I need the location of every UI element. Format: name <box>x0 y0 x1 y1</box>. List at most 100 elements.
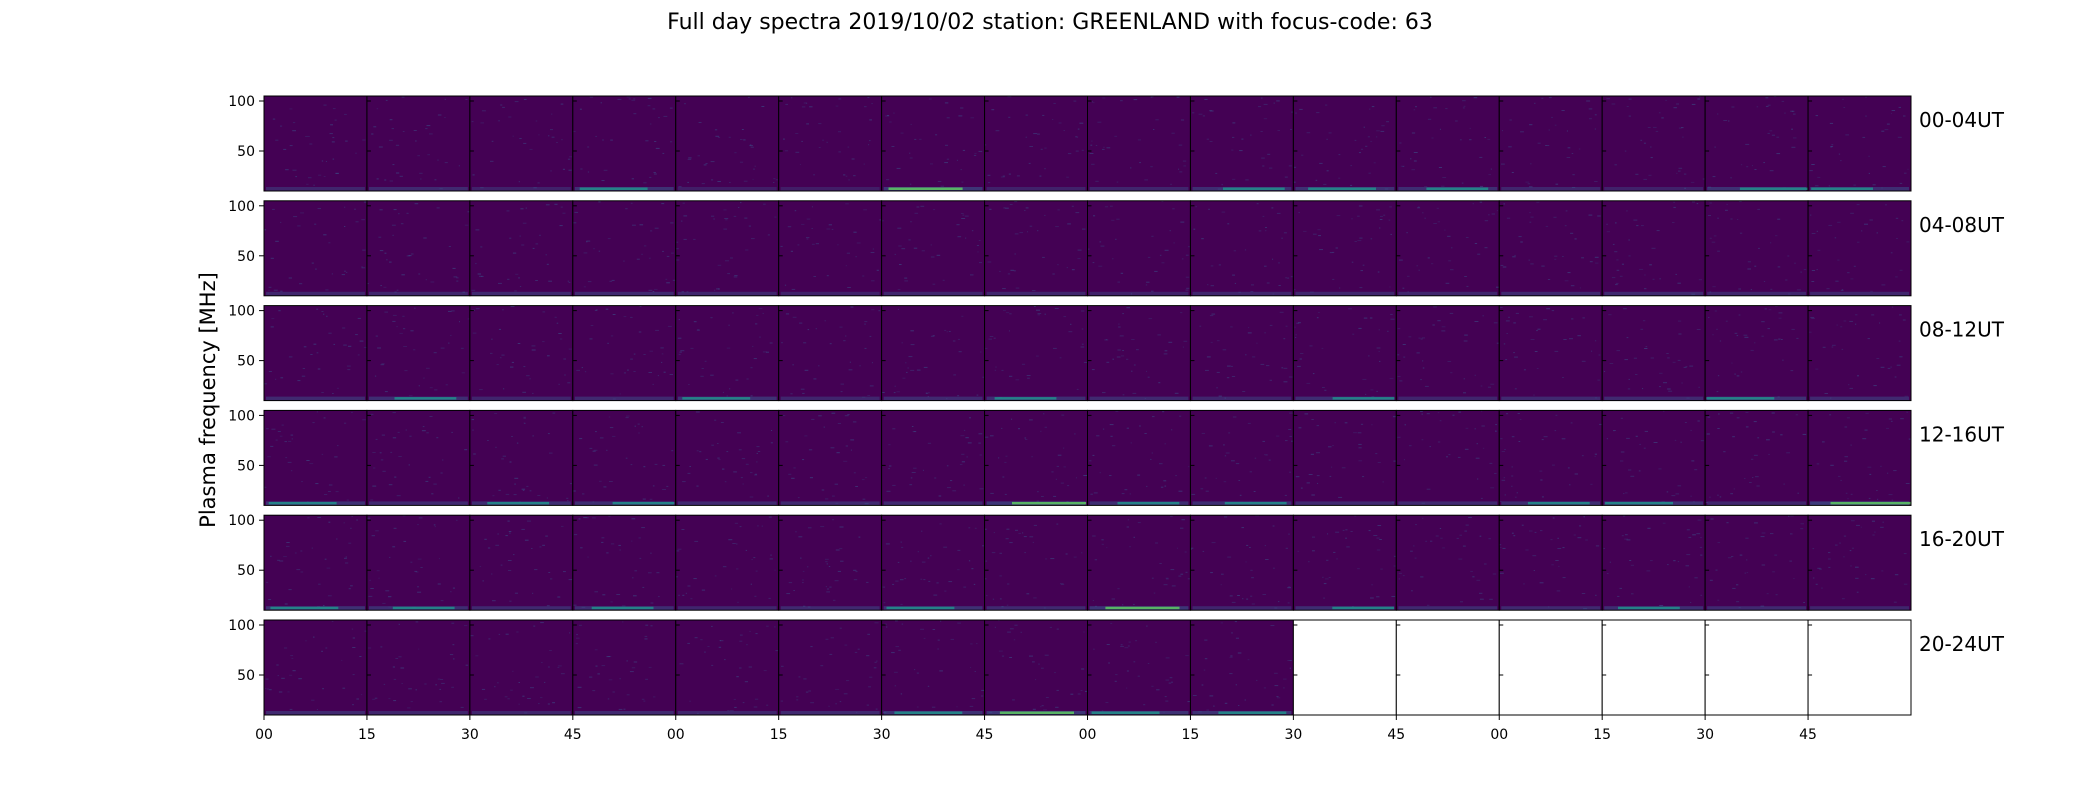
noise-mark <box>1689 365 1694 367</box>
noise-mark <box>910 477 913 479</box>
noise-mark <box>826 141 828 143</box>
noise-mark <box>705 458 708 460</box>
noise-mark <box>1546 145 1550 146</box>
noise-mark <box>1363 317 1368 319</box>
noise-mark <box>750 146 754 148</box>
noise-mark <box>1678 170 1681 172</box>
noise-mark <box>418 648 420 650</box>
noise-mark <box>1272 525 1275 527</box>
noise-mark <box>1809 170 1813 172</box>
noise-mark <box>1619 587 1622 589</box>
noise-mark <box>1696 533 1701 535</box>
noise-mark <box>393 209 397 211</box>
noise-mark <box>455 519 458 521</box>
noise-mark <box>1609 363 1614 364</box>
noise-mark <box>1106 547 1108 549</box>
noise-mark <box>1515 312 1519 314</box>
noise-mark <box>1529 124 1533 126</box>
noise-mark <box>1310 291 1314 293</box>
noise-mark <box>1581 455 1584 457</box>
noise-mark <box>750 367 753 369</box>
row-label-04-08UT: 04-08UT <box>1919 213 2005 237</box>
noise-mark <box>1316 317 1319 319</box>
noise-mark <box>1130 167 1132 169</box>
noise-mark <box>751 559 753 561</box>
noise-mark <box>451 686 454 688</box>
noise-mark <box>1215 477 1217 479</box>
noise-mark <box>825 498 829 500</box>
noise-mark <box>1067 153 1072 155</box>
noise-mark <box>1793 137 1797 139</box>
noise-mark <box>514 477 519 479</box>
noise-mark <box>1850 565 1852 567</box>
noise-mark <box>714 575 717 577</box>
noise-mark <box>1133 661 1136 663</box>
noise-mark <box>1188 466 1190 468</box>
noise-mark <box>548 135 550 137</box>
noise-mark <box>277 559 280 561</box>
noise-mark <box>1676 172 1678 174</box>
noise-mark <box>1059 357 1062 359</box>
noise-mark <box>420 567 423 568</box>
noise-mark <box>1043 709 1047 711</box>
noise-mark <box>1018 532 1022 534</box>
noise-mark <box>1673 107 1677 109</box>
noise-mark <box>1216 387 1218 389</box>
noise-mark <box>1032 541 1034 543</box>
panel-frame <box>1807 200 1912 297</box>
noise-mark <box>1204 477 1207 479</box>
noise-mark <box>1740 164 1743 166</box>
noise-mark <box>556 322 559 324</box>
noise-mark <box>1561 438 1566 440</box>
noise-mark <box>317 208 321 209</box>
noise-mark <box>1737 219 1739 220</box>
noise-mark <box>271 318 275 320</box>
noise-mark <box>1005 455 1008 457</box>
low-frequency-band <box>1398 501 1498 506</box>
noise-mark <box>1781 339 1783 340</box>
noise-mark <box>464 449 468 451</box>
noise-mark <box>1378 350 1380 352</box>
noise-mark <box>879 219 881 221</box>
noise-mark <box>1570 422 1573 424</box>
noise-mark <box>1351 261 1354 263</box>
noise-mark <box>1488 214 1490 216</box>
noise-mark <box>711 625 713 627</box>
noise-mark <box>1803 269 1807 271</box>
noise-mark <box>372 698 376 700</box>
noise-mark <box>639 557 642 559</box>
noise-mark <box>436 437 439 439</box>
spectra-panel-r5-p2 <box>366 515 470 611</box>
noise-mark <box>732 543 736 544</box>
noise-mark <box>1238 480 1241 481</box>
noise-mark <box>507 520 510 522</box>
noise-mark <box>1493 322 1498 324</box>
noise-mark <box>1690 602 1692 603</box>
x-tick-label: 30 <box>1284 727 1302 743</box>
noise-mark <box>1109 424 1114 426</box>
noise-mark <box>1830 464 1834 466</box>
noise-mark <box>711 215 715 217</box>
noise-mark <box>1171 132 1175 134</box>
noise-mark <box>335 491 339 493</box>
noise-mark <box>560 103 564 105</box>
noise-mark <box>1595 545 1600 547</box>
noise-mark <box>694 540 699 542</box>
spectra-panel-r1-p8 <box>984 96 1088 191</box>
noise-mark <box>1709 579 1713 581</box>
noise-mark <box>1376 549 1381 551</box>
noise-mark <box>1635 435 1638 437</box>
noise-mark <box>1663 410 1665 412</box>
noise-mark <box>957 338 961 340</box>
spectra-panel-r3-p1 <box>264 305 367 401</box>
noise-mark <box>1503 343 1506 345</box>
noise-mark <box>1464 448 1469 450</box>
noise-mark <box>608 515 611 517</box>
noise-mark <box>394 291 397 293</box>
noise-mark <box>899 264 902 265</box>
noise-mark <box>826 563 828 565</box>
noise-mark <box>549 452 553 454</box>
noise-mark <box>413 130 417 131</box>
noise-mark <box>1287 602 1290 604</box>
noise-mark <box>740 477 743 479</box>
